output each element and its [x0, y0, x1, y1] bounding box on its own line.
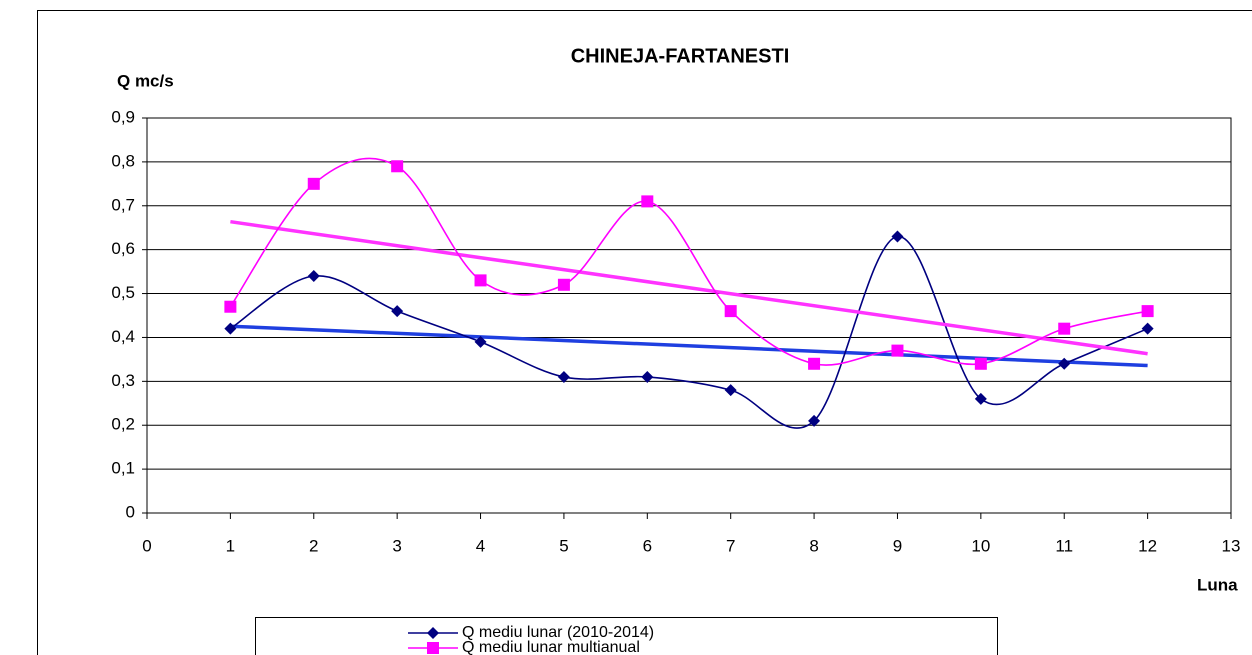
y-tick-label: 0,3 — [111, 371, 135, 390]
legend-label: Q mediu lunar (2010-2014) — [462, 624, 654, 641]
data-point — [974, 392, 987, 405]
x-tick-label: 12 — [1138, 536, 1157, 555]
data-point — [474, 335, 487, 348]
x-tick-label: 8 — [809, 536, 818, 555]
plot-area — [146, 117, 1232, 514]
y-tick-label: 0,7 — [111, 195, 135, 214]
y-tick-label: 0,5 — [111, 283, 135, 302]
legend-label: Q mediu lunar multianual — [462, 639, 640, 655]
data-point — [724, 305, 737, 318]
y-tick-label: 0,9 — [111, 107, 135, 126]
data-point — [891, 344, 904, 357]
y-tick-label: 0,6 — [111, 239, 135, 258]
data-point — [224, 322, 237, 335]
data-point — [307, 270, 320, 282]
data-point — [641, 195, 654, 208]
x-tick-label: 1 — [226, 536, 235, 555]
x-tick-label: 10 — [971, 536, 990, 555]
data-point — [474, 274, 487, 287]
x-tick-label: 0 — [142, 536, 151, 555]
x-tick-label: 2 — [309, 536, 318, 555]
chart-title: CHINEJA-FARTANESTI — [571, 45, 790, 67]
data-point — [891, 230, 904, 243]
data-point — [1141, 322, 1154, 335]
data-point — [391, 160, 404, 173]
data-point — [391, 305, 404, 318]
data-point — [1141, 305, 1154, 318]
x-tick-label: 3 — [392, 536, 401, 555]
data-point — [808, 357, 821, 370]
data-point — [1058, 357, 1071, 370]
data-point — [641, 370, 654, 383]
data-point — [557, 370, 570, 383]
data-point — [224, 300, 237, 313]
x-tick-label: 7 — [726, 536, 735, 555]
y-tick-label: 0 — [126, 502, 135, 521]
data-point — [307, 177, 320, 190]
x-tick-label: 13 — [1222, 536, 1241, 555]
data-point — [1058, 322, 1071, 335]
trendline — [230, 324, 1148, 368]
trendline — [230, 219, 1148, 356]
x-tick-label: 11 — [1055, 536, 1073, 555]
legend-marker — [427, 642, 439, 654]
y-tick-label: 0,8 — [111, 151, 135, 170]
y-tick-label: 0,1 — [111, 459, 135, 478]
data-point — [974, 357, 987, 370]
data-point — [724, 384, 737, 397]
x-tick-label: 6 — [643, 536, 652, 555]
y-tick-label: 0,4 — [111, 327, 135, 346]
data-point — [557, 278, 570, 291]
x-tick-label: 9 — [893, 536, 902, 555]
legend-box — [255, 617, 998, 655]
x-tick-label: 4 — [476, 536, 485, 555]
y-tick-label: 0,2 — [111, 415, 135, 434]
y-axis-label: Q mc/s — [117, 71, 174, 90]
data-point — [808, 414, 821, 427]
x-axis-label: Luna — [1197, 575, 1238, 594]
x-tick-label: 5 — [559, 536, 568, 555]
legend-marker — [427, 627, 439, 639]
